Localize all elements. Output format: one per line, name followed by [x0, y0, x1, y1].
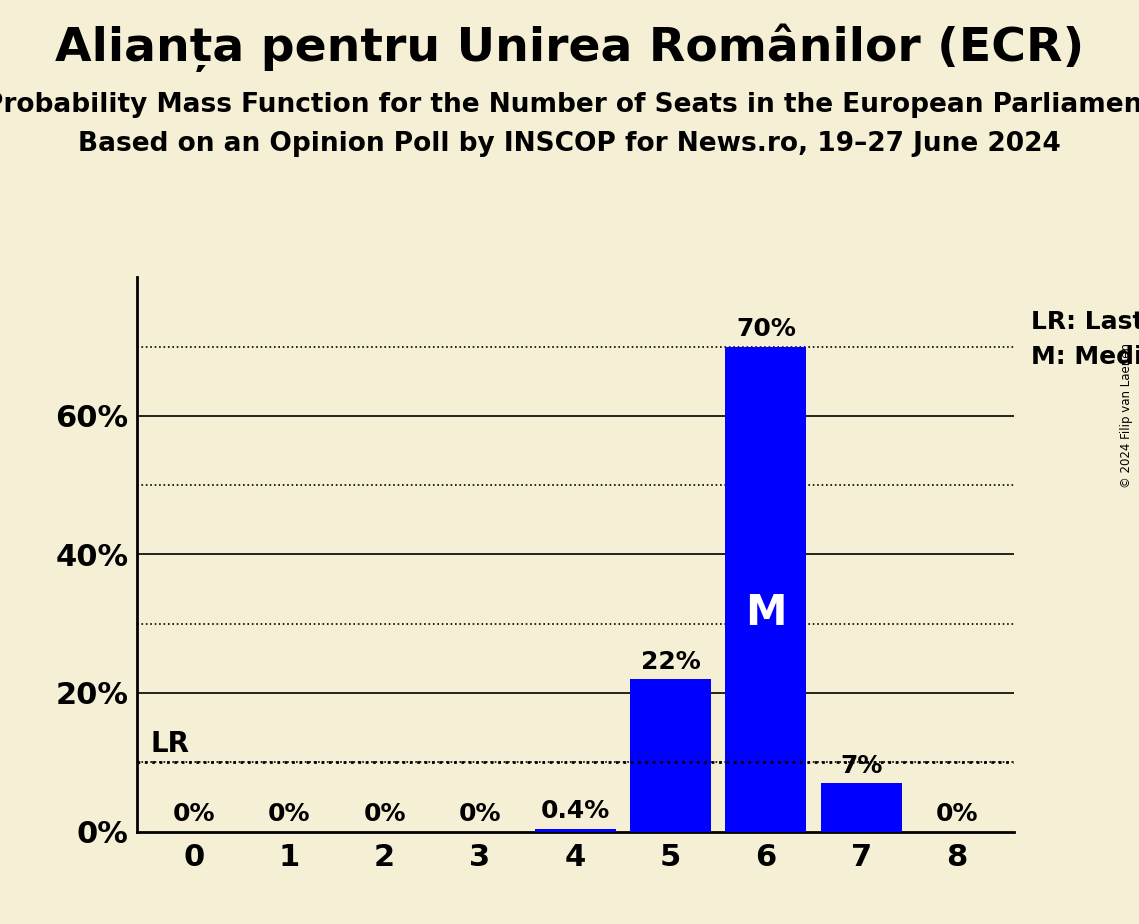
Text: LR: Last Result: LR: Last Result — [1031, 310, 1139, 334]
Text: 7%: 7% — [839, 754, 883, 778]
Text: 70%: 70% — [736, 317, 796, 341]
Text: Probability Mass Function for the Number of Seats in the European Parliament: Probability Mass Function for the Number… — [0, 92, 1139, 118]
Text: Alianța pentru Unirea Românilor (ECR): Alianța pentru Unirea Românilor (ECR) — [55, 23, 1084, 71]
Text: 22%: 22% — [640, 650, 700, 674]
Text: M: M — [745, 592, 787, 634]
Text: Based on an Opinion Poll by INSCOP for News.ro, 19–27 June 2024: Based on an Opinion Poll by INSCOP for N… — [79, 131, 1060, 157]
Text: M: Median: M: Median — [1031, 345, 1139, 369]
Text: 0%: 0% — [173, 802, 215, 826]
Text: © 2024 Filip van Laenen: © 2024 Filip van Laenen — [1121, 344, 1133, 488]
Bar — [630, 679, 711, 832]
Bar — [534, 829, 616, 832]
Text: LR: LR — [151, 730, 190, 758]
Text: 0%: 0% — [935, 802, 977, 826]
Bar — [821, 783, 902, 832]
Text: 0.4%: 0.4% — [541, 799, 609, 823]
Text: 0%: 0% — [363, 802, 405, 826]
Text: 0%: 0% — [268, 802, 311, 826]
Bar — [726, 346, 806, 832]
Text: 0%: 0% — [459, 802, 501, 826]
